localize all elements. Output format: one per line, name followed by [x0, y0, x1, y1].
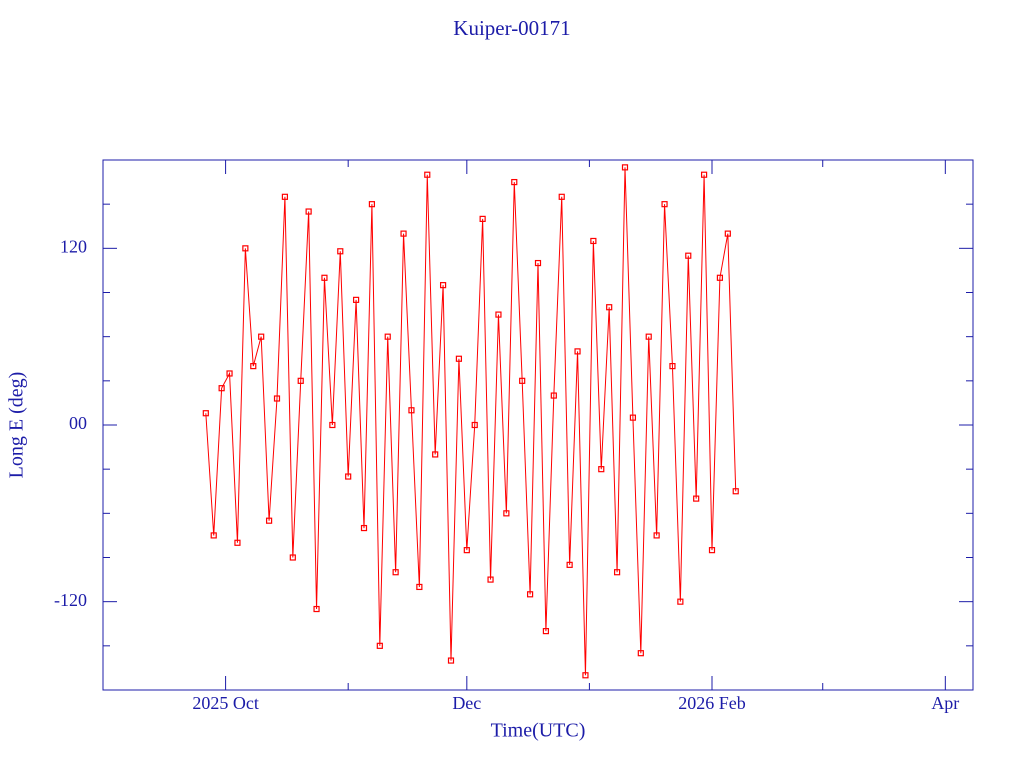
data-point	[716, 274, 724, 281]
data-point	[281, 193, 289, 200]
data-point	[250, 363, 257, 370]
data-point	[479, 215, 486, 222]
data-point	[273, 395, 281, 402]
data-point	[653, 532, 660, 539]
data-point	[582, 672, 589, 679]
data-point	[360, 524, 368, 532]
data-point	[534, 259, 542, 267]
x-axis-label: Time(UTC)	[491, 720, 586, 742]
data-point	[329, 421, 336, 429]
x-tick-label: 2025 Oct	[192, 693, 259, 713]
data-point	[708, 547, 716, 554]
data-point	[677, 598, 684, 605]
data-point	[724, 230, 731, 237]
data-point	[242, 245, 249, 252]
data-point	[566, 561, 573, 568]
data-point	[376, 642, 383, 649]
data-point	[558, 193, 565, 200]
data-point	[669, 363, 676, 370]
data-point	[337, 248, 344, 255]
data-point	[226, 370, 233, 377]
plot-area	[202, 164, 739, 679]
chart-title: Kuiper-00171	[453, 16, 570, 40]
x-tick-label: Dec	[452, 693, 481, 713]
data-point	[234, 539, 241, 546]
y-tick-label: 00	[69, 413, 87, 433]
data-point	[463, 547, 470, 554]
plot-frame	[102, 159, 974, 691]
data-point	[511, 178, 518, 186]
data-point	[590, 237, 597, 245]
data-point	[321, 274, 328, 281]
data-point	[439, 282, 447, 289]
y-tick-label: -120	[54, 590, 87, 610]
data-point	[637, 650, 644, 657]
data-point	[503, 510, 510, 517]
data-line	[205, 167, 737, 676]
data-point	[455, 355, 463, 362]
data-point	[313, 605, 320, 613]
data-point	[400, 230, 407, 237]
data-point	[392, 569, 399, 576]
data-point	[297, 377, 304, 384]
data-point	[693, 495, 700, 502]
data-point	[621, 164, 629, 171]
data-point	[265, 517, 273, 524]
x-tick-label: Apr	[931, 693, 959, 713]
data-point	[432, 451, 439, 458]
data-point	[495, 311, 502, 318]
data-point	[550, 392, 557, 399]
data-point	[289, 554, 296, 561]
data-point	[384, 333, 391, 340]
data-point	[447, 657, 455, 664]
data-point	[258, 333, 265, 340]
data-point	[416, 583, 423, 591]
data-point	[700, 171, 708, 178]
data-point	[519, 377, 526, 384]
data-point	[471, 421, 478, 429]
data-point	[210, 532, 217, 539]
data-point	[424, 171, 431, 178]
data-point	[305, 208, 312, 215]
data-point	[352, 296, 360, 303]
x-tick-label: 2026 Feb	[678, 693, 746, 713]
data-point	[202, 410, 209, 417]
y-axis-label: Long E (deg)	[6, 372, 28, 479]
data-point	[732, 488, 739, 495]
y-tick-label: 120	[60, 236, 87, 256]
data-point	[368, 201, 376, 208]
data-point	[629, 414, 637, 421]
data-point	[218, 385, 225, 392]
data-point	[645, 333, 652, 340]
data-point	[345, 473, 352, 480]
data-point	[408, 407, 415, 414]
data-point	[526, 591, 534, 598]
data-point	[606, 304, 613, 311]
data-point	[661, 201, 668, 208]
data-point	[613, 569, 621, 576]
data-point	[487, 576, 494, 583]
data-point	[574, 348, 581, 355]
data-point	[542, 628, 550, 635]
data-point	[685, 252, 692, 259]
data-point	[598, 466, 605, 473]
